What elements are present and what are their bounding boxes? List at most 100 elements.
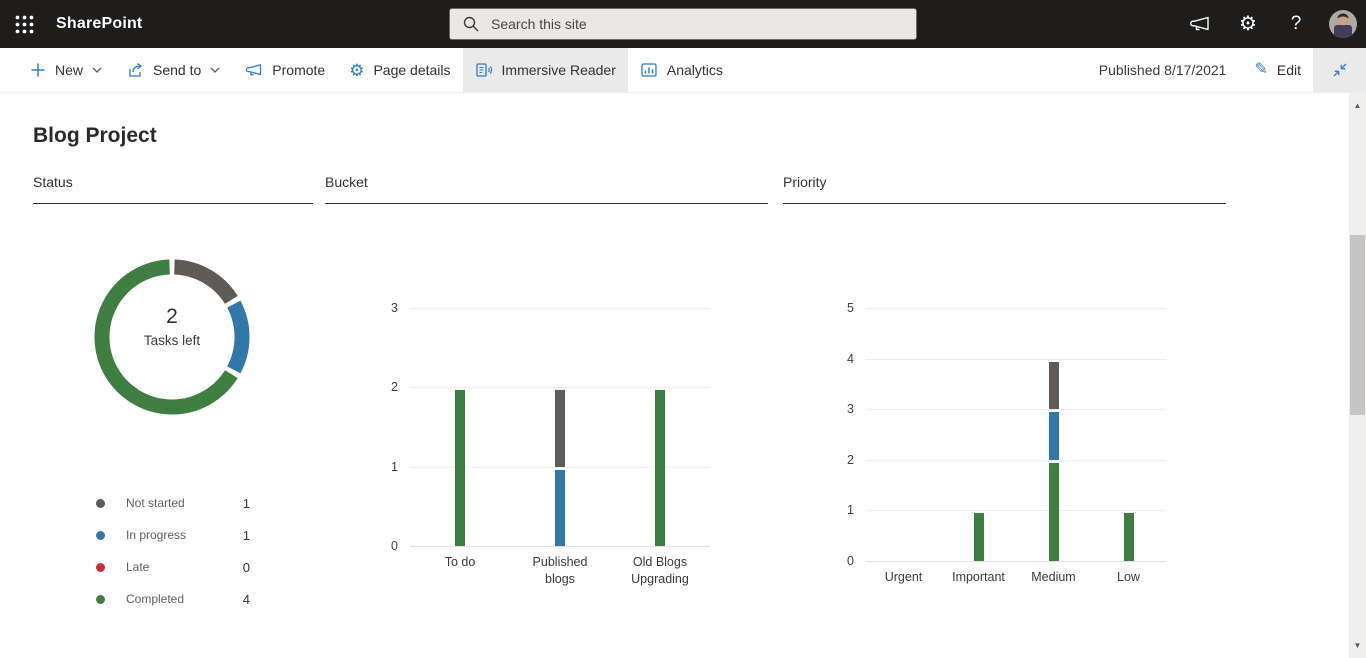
legend-value: 0 (242, 559, 250, 575)
gridline (866, 358, 1166, 360)
app-name: SharePoint (56, 15, 143, 32)
command-analytics-button[interactable]: Analytics (628, 48, 735, 92)
x-axis-category-label: Medium (1031, 570, 1076, 584)
y-axis-tick-label: 2 (391, 380, 398, 395)
section-priority: Priority (783, 174, 1226, 204)
gridline (410, 387, 710, 389)
status-donut-chart (92, 257, 252, 417)
x-axis-category-label: To do (444, 555, 476, 569)
site-search (450, 9, 916, 39)
gridline (410, 308, 710, 309)
gridline (866, 409, 1166, 411)
settings-gear-icon[interactable]: ⚙ (1239, 13, 1257, 35)
bar-segment-completed (1123, 513, 1134, 561)
collapse-command-bar-button[interactable] (1313, 48, 1366, 92)
legend-label: Not started (126, 496, 185, 510)
gridline (410, 466, 710, 468)
gridline (866, 510, 1166, 512)
legend-label: Late (126, 560, 150, 574)
search-input[interactable] (489, 15, 916, 33)
avatar (1329, 10, 1357, 38)
bar-segment-in-progress (555, 469, 565, 546)
y-axis-tick-label: 3 (391, 301, 398, 315)
bar-segment-not-started (555, 390, 565, 467)
command-immersive-reader-button[interactable]: Immersive Reader (462, 48, 628, 92)
legend-label: Completed (126, 592, 185, 606)
plus-icon (30, 62, 46, 78)
section-bucket: Bucket (325, 174, 768, 204)
bar-segment-completed (973, 513, 984, 561)
legend-row: Not started 1 (92, 487, 250, 519)
command-new-button[interactable]: New (18, 48, 115, 92)
legend-dot-icon (96, 530, 105, 540)
suite-header: SharePoint ⚙ ? (0, 0, 1366, 48)
command-send-to-button[interactable]: Send to (115, 48, 233, 92)
x-axis-category-label: Published blogs (532, 555, 588, 586)
bar-segment-completed (655, 390, 665, 546)
section-status: Status (33, 174, 313, 204)
x-axis-category-label: Urgent (884, 570, 923, 584)
x-axis-category-label: Low (1117, 570, 1140, 584)
scroll-up-icon[interactable]: ▲ (1353, 101, 1362, 110)
legend-row: Late 0 (92, 551, 250, 583)
command-bar-right: Published 8/17/2021 ✎ Edit (1099, 48, 1366, 92)
gridline (410, 546, 710, 547)
command-label: Analytics (666, 62, 723, 78)
legend-dot-icon (96, 498, 105, 508)
section-divider (33, 203, 313, 204)
gear-icon: ⚙ (349, 60, 365, 80)
command-label: Immersive Reader (501, 62, 616, 78)
section-status-label: Status (33, 174, 73, 190)
app-launcher-icon[interactable] (0, 0, 48, 48)
legend-value: 1 (242, 495, 250, 511)
y-axis-tick-label: 1 (847, 503, 854, 518)
share-icon (127, 62, 144, 79)
x-axis-category-label: Old Blogs Upgrading (631, 555, 689, 586)
scroll-down-icon[interactable]: ▼ (1353, 641, 1362, 650)
analytics-icon (640, 61, 658, 79)
legend-value: 4 (242, 591, 250, 607)
command-label: Promote (272, 62, 326, 78)
gridline (866, 459, 1166, 461)
section-divider (783, 203, 1226, 204)
y-axis-tick-label: 0 (847, 554, 854, 568)
section-divider (325, 203, 768, 204)
bar-segment-not-started (1048, 361, 1059, 410)
command-label: Send to (153, 62, 202, 78)
command-page-details-button[interactable]: ⚙ Page details (337, 48, 462, 92)
y-axis-tick-label: 3 (847, 402, 854, 417)
y-axis-tick-label: 2 (847, 452, 854, 467)
command-label: Page details (373, 62, 451, 78)
legend-dot-icon (96, 594, 105, 604)
donut-segment (227, 300, 250, 374)
edit-button-label: Edit (1276, 62, 1301, 78)
command-label: New (55, 62, 84, 78)
chevron-down-icon (209, 64, 221, 76)
collapse-icon (1333, 63, 1346, 77)
bar-segment-completed (455, 390, 465, 546)
y-axis-tick-label: 0 (391, 539, 398, 553)
y-axis-tick-label: 5 (847, 301, 854, 315)
section-priority-label: Priority (783, 174, 827, 190)
account-button[interactable] (1320, 0, 1366, 48)
x-axis-category-label: Important (952, 570, 1005, 584)
command-promote-button[interactable]: Promote (233, 48, 337, 92)
bar-segment-in-progress (1048, 412, 1059, 460)
legend-row: In progress 1 (92, 519, 250, 551)
bucket-bar-chart: 0 1 2 3 To do Published blogs Old Blogs Upgrad… (325, 300, 768, 600)
help-icon[interactable]: ? (1290, 13, 1302, 34)
y-axis-tick-label: 1 (391, 459, 398, 474)
legend-label: In progress (126, 528, 187, 542)
scrollbar-thumb[interactable] (1350, 235, 1365, 415)
donut-segment (173, 259, 238, 305)
edit-button[interactable]: ✎ Edit (1242, 48, 1313, 92)
legend-dot-icon (96, 562, 105, 572)
command-bar-items: New Send to Promote ⚙ Page details Immersive … (18, 48, 735, 92)
search-icon (463, 16, 479, 32)
megaphone-icon (245, 61, 263, 79)
gridline (866, 561, 1166, 562)
vertical-scrollbar[interactable]: ▲ ▼ (1349, 93, 1366, 658)
megaphone-icon[interactable] (1176, 0, 1224, 48)
donut-segment (94, 259, 238, 415)
